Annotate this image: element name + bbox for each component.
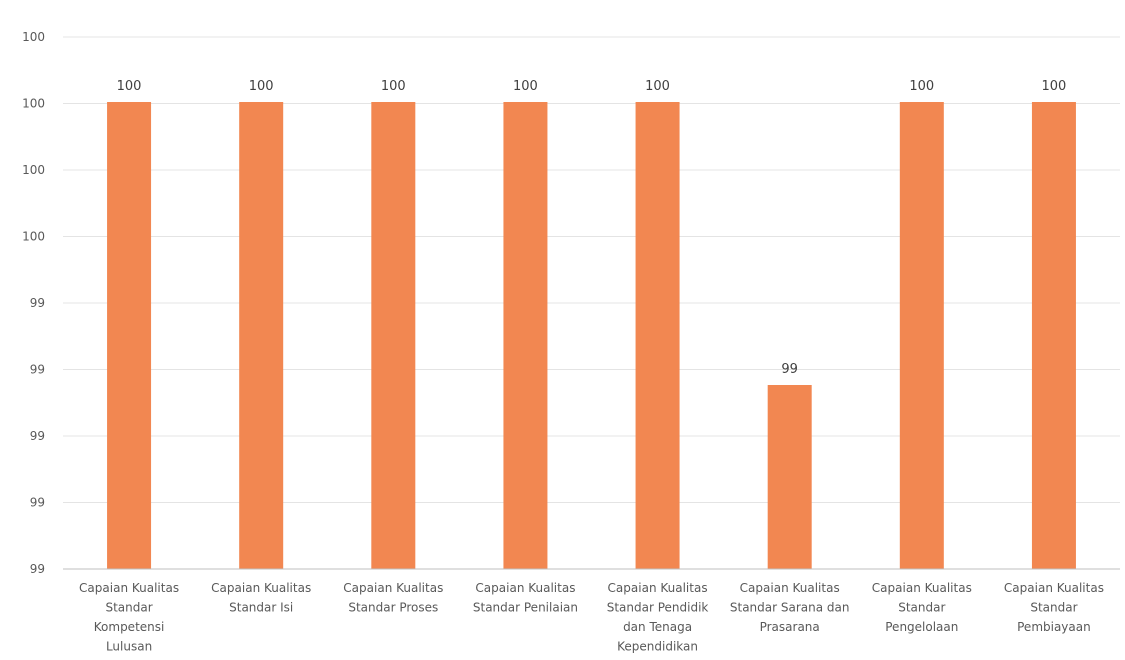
- y-tick-label: 99: [30, 562, 45, 576]
- bar: [503, 102, 548, 569]
- bar: [767, 385, 812, 569]
- y-tick-label: 99: [30, 496, 45, 510]
- category-label: Capaian Kualitas Standar Proses: [343, 581, 443, 615]
- category-label: Capaian Kualitas Standar Kompetensi Lulusan: [79, 581, 179, 654]
- data-labels: 100 100 100 100 100 99 100 100: [117, 79, 1067, 377]
- data-label: 100: [513, 79, 538, 94]
- y-tick-label: 100: [22, 30, 45, 44]
- category-label: Capaian Kualitas Standar Pendidik dan Tena…: [607, 581, 709, 654]
- y-tick-label: 99: [30, 296, 45, 310]
- category-label: Capaian Kualitas Standar Pembiayaan: [1004, 581, 1104, 634]
- data-label: 100: [645, 79, 670, 94]
- bar: [239, 102, 284, 569]
- bar: [899, 102, 944, 569]
- data-label: 100: [117, 79, 142, 94]
- data-label: 100: [1042, 79, 1067, 94]
- category-label: Capaian Kualitas Standar Sarana dan Prasar…: [730, 581, 850, 634]
- y-tick-label: 99: [30, 429, 45, 443]
- y-axis-tick-labels: 100 100 100 100 99 99 99 99 99: [22, 30, 45, 576]
- bar: [107, 102, 152, 569]
- data-label: 100: [909, 79, 934, 94]
- category-label: Capaian Kualitas Standar Isi: [211, 581, 311, 615]
- bars: [107, 102, 1076, 569]
- category-label: Capaian Kualitas Standar Penilaian: [473, 581, 578, 615]
- y-tick-label: 99: [30, 363, 45, 377]
- y-tick-label: 100: [22, 97, 45, 111]
- data-label: 99: [781, 362, 798, 377]
- data-label: 100: [249, 79, 274, 94]
- bar: [635, 102, 680, 569]
- data-label: 100: [381, 79, 406, 94]
- y-tick-label: 100: [22, 163, 45, 177]
- y-tick-label: 100: [22, 230, 45, 244]
- bar: [371, 102, 416, 569]
- x-axis-category-labels: Capaian Kualitas Standar Kompetensi Lulusan…: [79, 581, 1104, 654]
- bar: [1031, 102, 1076, 569]
- gridlines: [63, 36, 1120, 503]
- category-label: Capaian Kualitas Standar Pengelolaan: [872, 581, 972, 634]
